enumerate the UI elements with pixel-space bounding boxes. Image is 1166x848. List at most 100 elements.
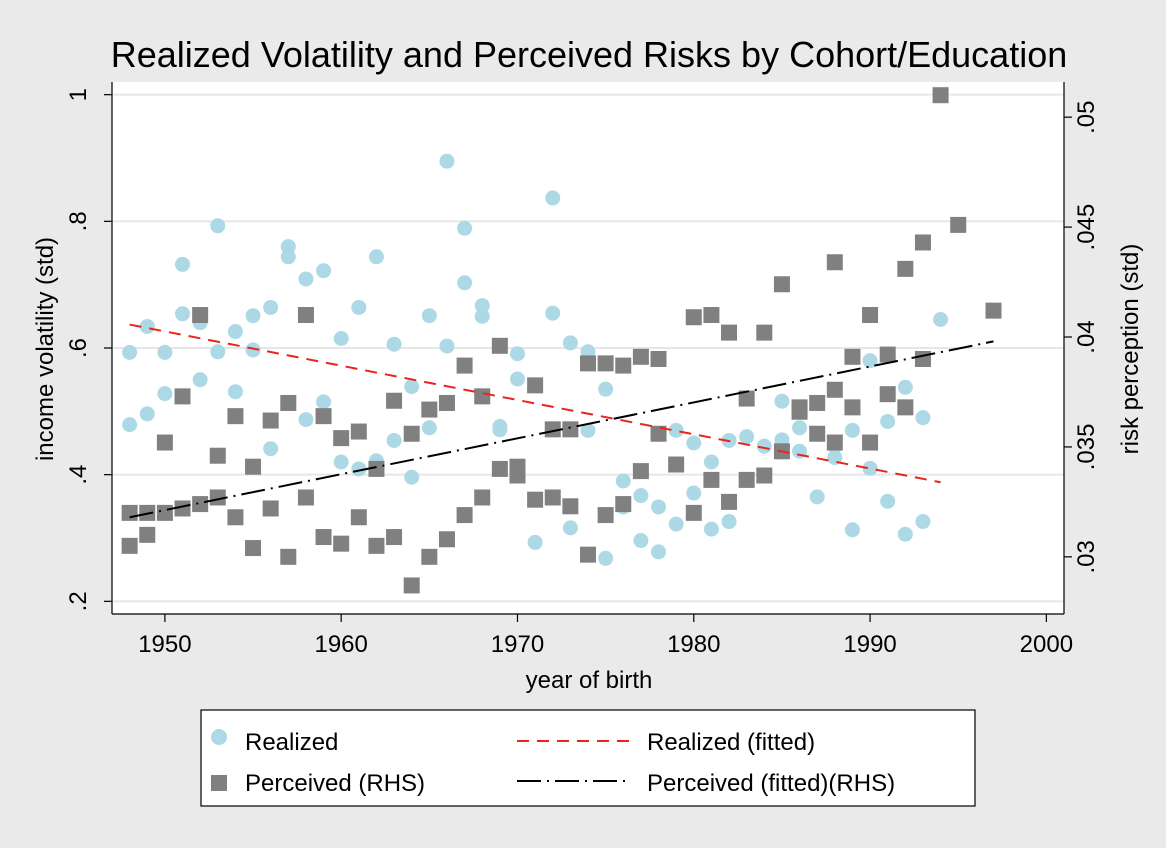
- perceived-point: [209, 489, 226, 506]
- realized-point: [721, 514, 737, 530]
- y-tick-label-left: .4: [65, 465, 92, 485]
- x-tick-label: 1960: [314, 631, 367, 658]
- realized-point: [122, 417, 138, 433]
- perceived-point: [950, 216, 967, 233]
- realized-point: [280, 249, 296, 265]
- x-tick-label: 1990: [843, 631, 896, 658]
- perceived-point: [421, 401, 438, 418]
- y-axis-title-left: income volatility (std): [32, 237, 59, 461]
- realized-point: [421, 420, 437, 436]
- realized-point: [139, 406, 155, 422]
- perceived-point: [174, 500, 191, 517]
- perceived-point: [862, 307, 879, 324]
- realized-point: [421, 308, 437, 324]
- legend-marker-realized: [211, 729, 227, 745]
- realized-point: [351, 461, 367, 477]
- perceived-point: [474, 388, 491, 405]
- legend: Realized Perceived (RHS) Realized (fitte…: [200, 709, 976, 807]
- realized-point: [316, 263, 332, 279]
- perceived-point: [527, 377, 544, 394]
- perceived-point: [333, 430, 350, 447]
- realized-point: [756, 438, 772, 454]
- realized-point: [880, 413, 896, 429]
- perceived-point: [386, 392, 403, 409]
- perceived-point: [580, 546, 596, 563]
- realized-point: [439, 338, 455, 354]
- realized-point: [175, 256, 191, 272]
- realized-point: [386, 432, 402, 448]
- perceived-point: [421, 548, 438, 565]
- perceived-point: [914, 234, 931, 251]
- realized-point: [386, 336, 402, 352]
- perceived-point: [650, 350, 667, 367]
- realized-point: [157, 386, 173, 402]
- realized-point: [633, 488, 649, 504]
- perceived-point: [756, 324, 773, 341]
- perceived-point: [809, 425, 826, 442]
- legend-box: [200, 709, 976, 807]
- perceived-point: [262, 412, 279, 429]
- y-tick-label-left: .6: [65, 338, 92, 358]
- realized-point: [792, 420, 808, 436]
- perceived-point: [139, 526, 156, 543]
- realized-point: [368, 249, 384, 265]
- perceived-point: [368, 460, 385, 477]
- perceived-point: [650, 425, 667, 442]
- realized-point: [333, 331, 349, 346]
- realized-point: [809, 489, 825, 505]
- realized-point: [210, 344, 226, 360]
- x-tick-label: 2000: [1020, 631, 1073, 658]
- realized-point: [915, 410, 931, 426]
- realized-point: [703, 454, 719, 470]
- realized-point: [227, 384, 243, 400]
- realized-point: [827, 450, 843, 466]
- perceived-point: [491, 337, 508, 354]
- perceived-point: [721, 493, 738, 510]
- realized-point: [351, 299, 367, 315]
- perceived-point: [350, 423, 367, 440]
- perceived-point: [491, 460, 508, 477]
- realized-point: [862, 353, 878, 369]
- perceived-point: [985, 302, 1002, 319]
- perceived-point: [756, 467, 773, 484]
- perceived-point: [192, 496, 209, 513]
- perceived-point: [738, 471, 755, 488]
- data-marks: [121, 87, 1002, 594]
- perceived-point: [297, 307, 314, 324]
- realized-point: [668, 516, 684, 532]
- legend-label-perceived-fit: Perceived (fitted)(RHS): [647, 770, 895, 797]
- perceived-point: [685, 309, 702, 326]
- perceived-point: [879, 386, 896, 403]
- realized-point: [122, 344, 138, 360]
- perceived-point: [668, 456, 685, 473]
- perceived-point: [315, 408, 332, 425]
- perceived-point: [456, 357, 473, 374]
- realized-point: [139, 318, 155, 334]
- perceived-point: [315, 529, 332, 546]
- realized-point: [897, 379, 913, 395]
- y-axis-title-right: risk perception (std): [1117, 244, 1144, 455]
- perceived-point: [632, 463, 649, 480]
- realized-point: [457, 275, 473, 291]
- y-tick-label-right: .05: [1073, 100, 1100, 133]
- realized-point: [263, 299, 279, 315]
- perceived-point: [879, 346, 896, 363]
- perceived-point: [597, 507, 614, 524]
- realized-point: [316, 394, 332, 410]
- perceived-point: [156, 434, 173, 451]
- realized-point: [915, 514, 931, 530]
- realized-point: [844, 422, 860, 438]
- y-tick-label-left: .8: [65, 211, 92, 231]
- realized-point: [562, 520, 578, 536]
- realized-point: [404, 379, 420, 395]
- realized-point: [545, 305, 561, 321]
- perceived-point: [632, 348, 649, 365]
- realized-point: [598, 550, 614, 566]
- perceived-point: [509, 467, 526, 484]
- realized-point: [210, 218, 226, 234]
- realized-point: [298, 412, 314, 428]
- realized-point: [527, 534, 543, 550]
- realized-point: [739, 429, 755, 445]
- perceived-point: [456, 507, 473, 524]
